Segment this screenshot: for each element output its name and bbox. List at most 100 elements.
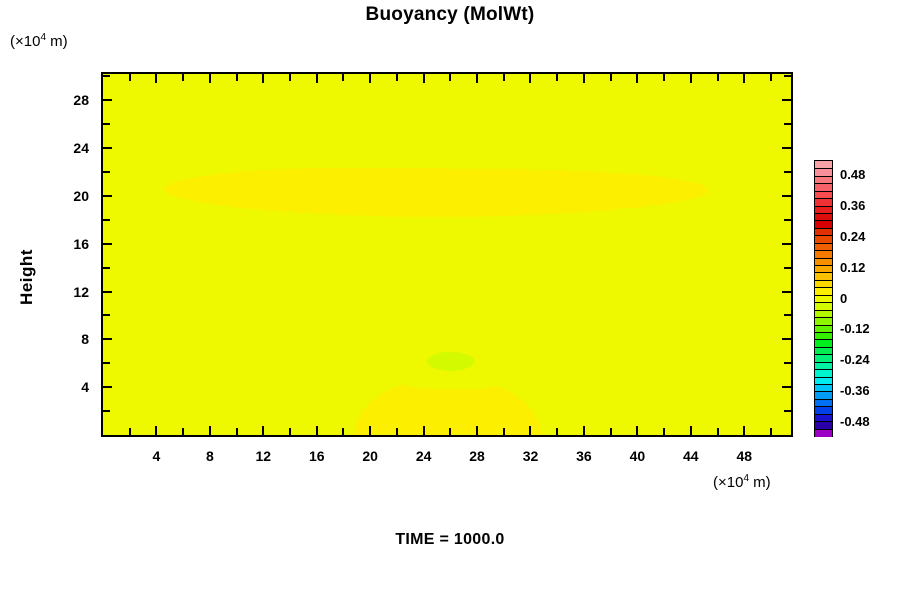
x-axis-tick: [609, 428, 612, 435]
colorbar-band: [815, 369, 832, 378]
x-axis-tick-top: [289, 74, 292, 81]
y-axis-unit-caption: (×104 m): [10, 33, 68, 51]
x-axis-tick-top: [582, 74, 585, 83]
y-axis-tick: [103, 410, 110, 413]
y-axis-title: Height: [17, 249, 36, 305]
colorbar-band: [815, 227, 832, 236]
x-axis-tick-label: 16: [308, 448, 325, 464]
colorbar-band: [815, 168, 832, 177]
colorbar: [814, 160, 833, 437]
x-axis-tick-top: [449, 74, 452, 81]
x-axis-tick: [369, 426, 372, 435]
x-axis-tick: [529, 426, 532, 435]
x-axis-tick: [235, 428, 238, 435]
y-axis-tick: [103, 266, 110, 269]
x-axis-tick-label: 36: [576, 448, 592, 464]
x-axis-unit-caption: (×104 m): [713, 474, 771, 492]
x-axis-tick: [128, 428, 131, 435]
y-axis-tick-right: [782, 290, 791, 293]
colorbar-band: [815, 198, 832, 207]
colorbar-band: [815, 406, 832, 415]
colorbar-tick-label: 0.12: [840, 259, 866, 275]
y-unit-suffix: m): [46, 33, 68, 50]
colorbar-tick-label: -0.36: [840, 382, 870, 398]
colorbar-tick-label: -0.12: [840, 321, 870, 337]
y-axis-tick-label: 16: [73, 235, 89, 252]
y-axis-tick: [103, 386, 112, 389]
colorbar-band: [815, 354, 832, 363]
colorbar-band: [815, 383, 832, 392]
y-axis-tick-right: [784, 171, 791, 174]
x-axis-tick-label: 4: [152, 448, 161, 464]
x-axis-tick: [689, 426, 692, 435]
colorbar-band: [815, 339, 832, 348]
colorbar-band: [815, 265, 832, 274]
colorbar-band: [815, 257, 832, 266]
x-axis-tick-label: 24: [415, 448, 432, 464]
x-axis-tick: [182, 428, 185, 435]
y-axis-tick-right: [782, 338, 791, 341]
x-axis-tick-top: [128, 74, 131, 81]
x-axis-tick-label: 48: [736, 448, 753, 464]
colorbar-band: [815, 250, 832, 259]
contour-field: [103, 74, 791, 435]
colorbar-band: [815, 376, 832, 385]
x-axis-tick: [476, 426, 479, 435]
colorbar-band: [815, 398, 832, 407]
x-axis-tick: [743, 426, 746, 435]
colorbar-band: [815, 175, 832, 184]
y-unit-prefix: (×10: [10, 33, 41, 50]
x-axis-tick-label: 12: [255, 448, 272, 464]
x-axis-tick-top: [422, 74, 425, 83]
y-axis-tick-right: [784, 410, 791, 413]
y-axis-tick: [103, 242, 112, 245]
x-axis-tick: [663, 428, 666, 435]
x-axis-tick-top: [529, 74, 532, 83]
x-axis-tick-top: [556, 74, 559, 81]
colorbar-band: [815, 279, 832, 288]
colorbar-band: [815, 272, 832, 281]
x-axis-tick-top: [369, 74, 372, 83]
x-axis-tick-top: [609, 74, 612, 81]
colorbar-band: [815, 391, 832, 400]
colorbar-band: [815, 324, 832, 333]
y-axis-tick: [103, 123, 110, 126]
y-axis-tick: [103, 218, 110, 221]
x-unit-suffix: m): [749, 474, 771, 491]
y-axis-tick-right: [782, 194, 791, 197]
x-axis-tick: [716, 428, 719, 435]
y-axis-tick-label: 12: [73, 283, 89, 300]
x-axis-tick: [289, 428, 292, 435]
x-axis-tick-top: [502, 74, 505, 81]
y-axis-tick-right: [784, 362, 791, 365]
x-axis-tick: [208, 426, 211, 435]
x-axis-tick-top: [182, 74, 185, 81]
x-axis-tick: [395, 428, 398, 435]
x-axis-tick-top: [155, 74, 158, 83]
colorbar-band: [815, 294, 832, 303]
x-axis-tick-top: [769, 74, 772, 81]
colorbar-band: [815, 309, 832, 318]
colorbar-band: [815, 205, 832, 214]
y-axis-tick-right: [784, 266, 791, 269]
page-title: Buoyancy (MolWt): [365, 4, 535, 25]
colorbar-band: [815, 421, 832, 430]
colorbar-tick-label: 0.24: [840, 228, 866, 244]
y-axis-tick: [103, 171, 110, 174]
x-axis-tick: [636, 426, 639, 435]
y-axis-tick-label: 24: [73, 140, 89, 157]
y-axis-tick-right: [784, 123, 791, 126]
y-axis-tick-right: [784, 218, 791, 221]
x-axis-tick: [556, 428, 559, 435]
x-axis-tick-label: 20: [362, 448, 378, 464]
x-axis-tick-top: [208, 74, 211, 83]
x-axis-tick-top: [636, 74, 639, 83]
x-axis-tick: [262, 426, 265, 435]
y-axis-tick-label: 28: [73, 92, 89, 109]
colorbar-tick-label: 0.48: [840, 167, 866, 183]
y-axis-tick-right: [784, 75, 791, 78]
y-axis-tick: [103, 194, 112, 197]
colorbar-band: [815, 190, 832, 199]
x-axis-tick: [449, 428, 452, 435]
